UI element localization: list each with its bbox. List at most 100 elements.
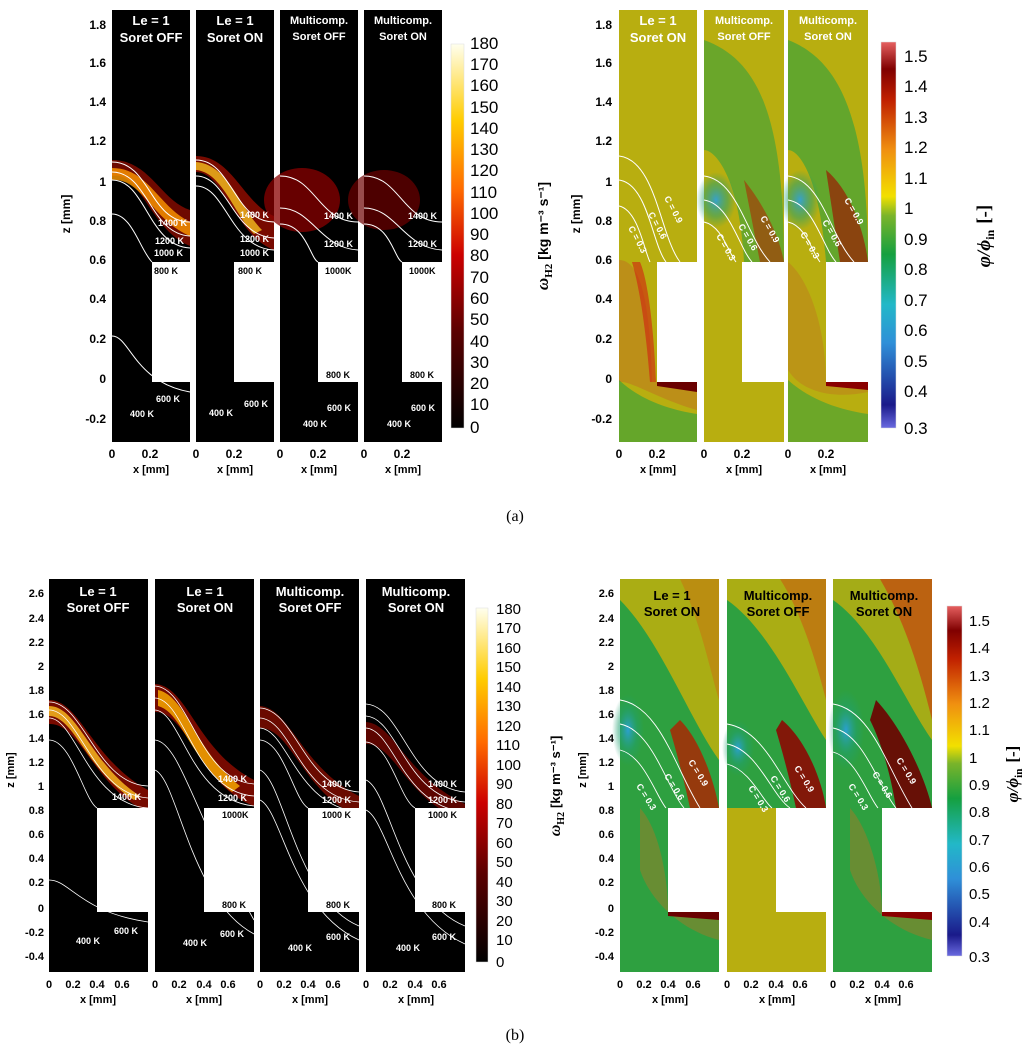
colorbar-tick: 70 xyxy=(496,815,513,832)
colorbar-tick: 170 xyxy=(470,55,498,74)
case-title: Le = 1 xyxy=(639,13,676,28)
z-tick: 1.2 xyxy=(599,757,614,769)
colorbar-tick: 40 xyxy=(470,332,489,351)
z-axis-label: z [mm] xyxy=(5,752,17,788)
case-title: Soret ON xyxy=(388,600,444,615)
isotherm-label: 1000K xyxy=(409,266,436,276)
isotherm-label: 1400 K xyxy=(240,210,270,220)
colorbar-tick: 1.5 xyxy=(969,613,990,630)
x-tick: 0.6 xyxy=(685,979,700,991)
case-title: Soret OFF xyxy=(747,604,810,619)
z-tick: 2 xyxy=(38,661,44,673)
reaction-case-le1-soret-off-b: Le = 1 Soret OFF 1400 K 1200 K 1000 K 80… xyxy=(48,579,149,972)
colorbar-tick: 1.1 xyxy=(904,169,928,188)
x-tick: 0.4 xyxy=(874,979,890,991)
colorbar-tick: 100 xyxy=(496,757,521,774)
colorbar-tick: 70 xyxy=(470,268,489,287)
colorbar-reaction-b: 180 170 160 150 140 130 120 110 100 90 8… xyxy=(475,601,567,971)
x-tick: 0 xyxy=(616,447,623,461)
isotherm-label: 1400 K xyxy=(322,779,352,789)
x-axis-label: x [mm] xyxy=(810,464,846,476)
case-title: Multicomp. xyxy=(276,584,345,599)
isotherm-label: 1400 K xyxy=(158,218,188,228)
isotherm-label: 600 K xyxy=(244,399,269,409)
isotherm-label: 400 K xyxy=(396,943,421,953)
isotherm-label: 400 K xyxy=(288,943,313,953)
x-tick: 0.2 xyxy=(649,447,666,461)
case-title: Multicomp. xyxy=(374,15,432,27)
case-title: Le = 1 xyxy=(653,588,690,603)
x-tick: 0.4 xyxy=(768,979,784,991)
colorbar-tick: 0 xyxy=(470,418,479,437)
colorbar-tick: 0.5 xyxy=(969,886,990,903)
z-tick: 0.8 xyxy=(599,805,614,817)
colorbar-tick: 0.3 xyxy=(969,949,990,966)
isotherm-label: 800 K xyxy=(222,900,247,910)
isotherm-label: 800 K xyxy=(410,370,435,380)
z-tick: 0.8 xyxy=(29,805,44,817)
case-title: Soret ON xyxy=(630,30,686,45)
colorbar-tick: 0.7 xyxy=(904,291,928,310)
x-axis-label: x [mm] xyxy=(217,464,253,476)
subfigure-label: (a) xyxy=(506,508,524,525)
x-tick: 0.2 xyxy=(636,979,651,991)
x-tick: 0 xyxy=(46,979,52,991)
z-axis-label: z [mm] xyxy=(59,195,73,234)
z-tick: 1.4 xyxy=(89,95,106,109)
z-tick: -0.4 xyxy=(595,951,615,963)
z-tick: 2.4 xyxy=(599,613,615,625)
x-tick: 0.2 xyxy=(142,447,159,461)
colorbar-tick: 160 xyxy=(470,76,498,95)
reaction-case-le1-soret-on-a: Le = 1 Soret ON 1400 K 1200 K 1000 K 800… xyxy=(195,10,275,442)
colorbar-reaction-a: 180 170 160 150 140 130 120 110 100 90 8… xyxy=(450,34,555,437)
colorbar-equivalence-a: 1.5 1.4 1.3 1.2 1.1 1 0.9 0.8 0.7 0.6 0.… xyxy=(880,41,997,438)
z-tick: 0.8 xyxy=(595,214,612,228)
isotherm-label: 400 K xyxy=(209,408,234,418)
x-tick: 0 xyxy=(361,447,368,461)
colorbar-tick: 30 xyxy=(470,353,489,372)
x-axis-label: x [mm] xyxy=(640,464,676,476)
colorbar-tick: 170 xyxy=(496,620,521,637)
case-title: Multicomp. xyxy=(382,584,451,599)
z-tick: 2 xyxy=(608,661,614,673)
z-tick: 2.6 xyxy=(29,588,44,600)
isotherm-label: 600 K xyxy=(114,926,139,936)
z-tick: 1.4 xyxy=(29,733,45,745)
x-tick: 0.2 xyxy=(226,447,243,461)
case-title: Soret OFF xyxy=(67,600,130,615)
isotherm-label: 400 K xyxy=(130,409,155,419)
z-tick: 0.6 xyxy=(599,829,614,841)
isotherm-label: 800 K xyxy=(154,266,179,276)
reaction-panels-a: 1.8 1.6 1.4 1.2 1 0.8 0.6 0.4 0.2 0 -0.2… xyxy=(59,10,555,476)
case-title: Soret ON xyxy=(207,30,263,45)
x-tick: 0 xyxy=(830,979,836,991)
z-tick: 2.2 xyxy=(599,637,614,649)
isotherm-label: 1000 K xyxy=(240,248,270,258)
isotherm-label: 1200 K xyxy=(155,236,185,246)
z-tick: 1.6 xyxy=(29,709,44,721)
z-tick: 0.4 xyxy=(595,292,612,306)
case-title: Multicomp. xyxy=(799,15,857,27)
z-tick: 0.2 xyxy=(595,332,612,346)
colorbar-tick: 110 xyxy=(496,737,520,754)
z-tick: 2.4 xyxy=(29,613,45,625)
x-tick: 0 xyxy=(109,447,116,461)
x-tick: 0.4 xyxy=(407,979,423,991)
x-tick: 0.2 xyxy=(382,979,397,991)
z-tick: 0.2 xyxy=(29,877,44,889)
z-tick: -0.2 xyxy=(85,412,106,426)
z-tick: 0.8 xyxy=(89,214,106,228)
colorbar-tick: 0.8 xyxy=(904,260,928,279)
colorbar-tick: 20 xyxy=(470,374,489,393)
isotherm-label: 1200 K xyxy=(108,807,138,817)
reaction-case-multicomp-soret-off-a: Multicomp. Soret OFF 1400 K 1200 K 1000K… xyxy=(264,10,359,442)
case-title: Soret OFF xyxy=(120,30,183,45)
equivalence-case-multicomp-soret-off-a: Multicomp. Soret OFF C = 0.9 C = 0.6 C =… xyxy=(696,10,784,442)
x-tick: 0.2 xyxy=(849,979,864,991)
isotherm-label: 600 K xyxy=(327,403,352,413)
case-title: Soret ON xyxy=(856,604,912,619)
colorbar-tick: 120 xyxy=(496,718,521,735)
z-tick: 0 xyxy=(608,903,614,915)
part-b: 2.6 2.4 2.2 2 1.8 1.6 1.4 1.2 1 0.8 0.6 … xyxy=(5,579,1025,1044)
isotherm-label: 600 K xyxy=(156,394,181,404)
